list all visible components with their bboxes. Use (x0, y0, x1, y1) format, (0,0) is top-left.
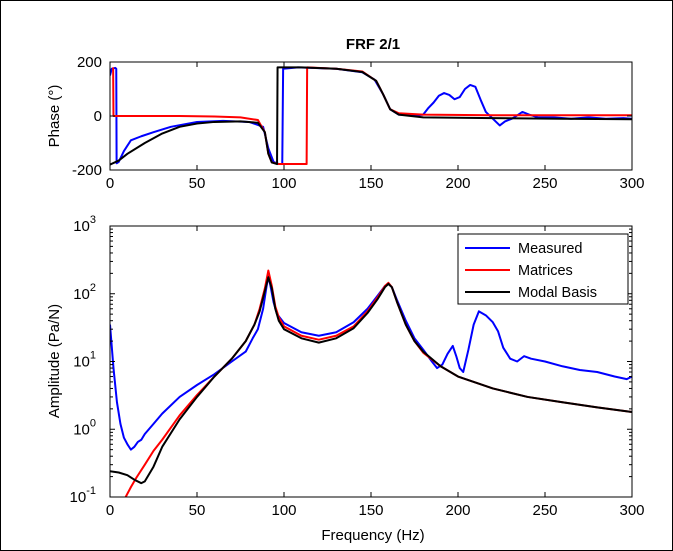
x-axis-label: Frequency (Hz) (321, 527, 424, 544)
amplitude-series-line-matrices (124, 269, 632, 497)
phase-x-tick-label: 300 (619, 175, 644, 192)
legend-label-matrices: Matrices (518, 263, 573, 279)
amplitude-y-tick-label: 102 (73, 282, 96, 303)
amplitude-x-tick-label: 0 (106, 502, 114, 519)
phase-x-ticks: 0 50 100 150 200 250 300 (106, 62, 645, 192)
chart-title: FRF 2/1 (346, 36, 400, 53)
amplitude-y-tick-label: 10-1 (70, 485, 96, 506)
amplitude-x-tick-label: 300 (619, 502, 644, 519)
amplitude-x-tick-label: 250 (532, 502, 557, 519)
phase-x-tick-label: 200 (445, 175, 470, 192)
phase-y-tick-label: 200 (77, 54, 102, 71)
legend-label-modal-basis: Modal Basis (518, 285, 597, 301)
amplitude-axes: 0 50 100 150 200 250 300 10-1 100 101 102 103 Ampl… (46, 214, 645, 544)
phase-series-line-modal-basis (110, 66, 632, 166)
phase-x-tick-label: 50 (189, 175, 206, 192)
amplitude-y-tick-label: 103 (73, 214, 96, 235)
phase-y-ticks: -200 0 200 (72, 54, 632, 179)
phase-x-tick-label: 100 (271, 175, 296, 192)
legend-label-measured: Measured (518, 241, 582, 257)
amplitude-series-group (110, 269, 632, 497)
amplitude-series-line-modal-basis (110, 276, 632, 485)
phase-y-tick-label: -200 (72, 162, 102, 179)
phase-x-tick-label: 0 (106, 175, 114, 192)
amplitude-y-tick-label: 101 (73, 350, 96, 371)
phase-x-tick-label: 250 (532, 175, 557, 192)
amplitude-x-tick-label: 150 (358, 502, 383, 519)
amplitude-x-tick-label: 200 (445, 502, 470, 519)
phase-x-tick-label: 150 (358, 175, 383, 192)
phase-y-axis-label: Phase (°) (46, 85, 63, 148)
phase-y-tick-label: 0 (94, 108, 102, 125)
amplitude-y-tick-label: 100 (73, 417, 96, 438)
phase-series-group (110, 66, 632, 166)
legend: Measured Matrices Modal Basis (457, 233, 629, 305)
amplitude-x-tick-label: 100 (271, 502, 296, 519)
amplitude-x-tick-label: 50 (189, 502, 206, 519)
amplitude-y-axis-label: Amplitude (Pa/N) (46, 304, 63, 418)
amplitude-x-ticks: 0 50 100 150 200 250 300 (106, 226, 645, 519)
phase-series-line-matrices (112, 66, 632, 166)
amplitude-y-ticks: 10-1 100 101 102 103 (70, 214, 632, 506)
